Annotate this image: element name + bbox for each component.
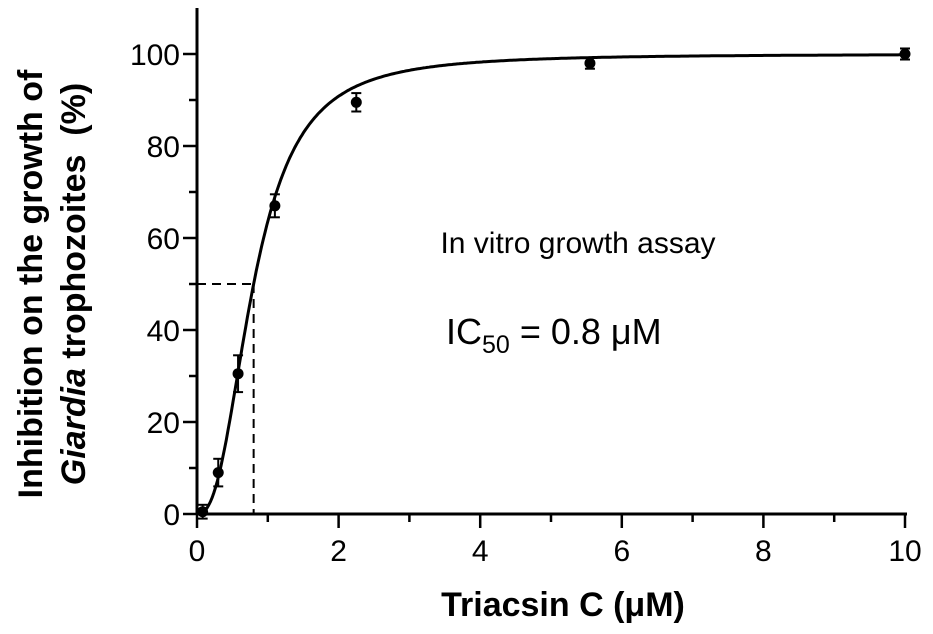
x-tick-label: 10 (888, 535, 921, 568)
ic50-prefix: IC (446, 311, 482, 352)
data-point (899, 48, 911, 60)
data-point (584, 57, 596, 69)
data-point (269, 200, 281, 212)
x-tick-label: 8 (755, 535, 772, 568)
ic50-subscript: 50 (482, 331, 510, 359)
y-tick-label: 80 (147, 131, 180, 164)
y-axis-ticks: 0 20 40 60 80 100 (130, 39, 197, 532)
data-point (232, 368, 244, 380)
y-tick-label: 60 (147, 223, 180, 256)
x-tick-label: 4 (472, 535, 489, 568)
ic50-reference-lines (197, 283, 255, 514)
data-point (350, 96, 362, 108)
assay-annotation: In vitro growth assay (440, 227, 715, 260)
y-axis-title-italic: Giardia (55, 368, 93, 485)
y-axis-title-rest: trophozoites (%) (55, 83, 93, 368)
x-tick-label: 2 (330, 535, 347, 568)
y-axis-title-line1: Inhibition on the growth of (12, 69, 50, 498)
x-axis-title: Triacsin C (μM) (441, 586, 685, 624)
data-points (197, 47, 911, 520)
x-axis-ticks: 0 2 4 6 8 10 (189, 514, 922, 568)
y-tick-label: 100 (130, 39, 180, 72)
data-point (197, 506, 209, 518)
ic50-value: = 0.8 μM (510, 311, 662, 352)
y-axis-title: Inhibition on the growth of Giardia trop… (12, 69, 93, 498)
data-point (212, 467, 224, 479)
x-tick-label: 6 (613, 535, 630, 568)
x-tick-label: 0 (189, 535, 206, 568)
y-tick-label: 20 (147, 407, 180, 440)
axes (195, 8, 907, 516)
fit-curve (199, 53, 905, 516)
y-tick-label: 40 (147, 315, 180, 348)
y-tick-label: 0 (163, 499, 180, 532)
ic50-annotation: IC50 = 0.8 μM (446, 311, 662, 359)
y-axis-title-line2: Giardia trophozoites (%) (55, 83, 93, 485)
